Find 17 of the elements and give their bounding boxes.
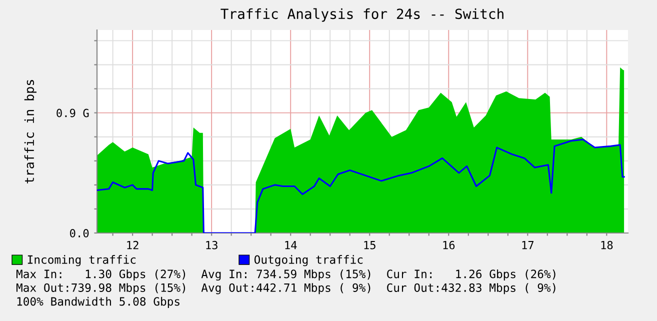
- text: 100% Bandwidth 5.08 Gbps: [17, 296, 180, 308]
- x-tick-label: 12: [127, 240, 138, 250]
- text: Max Out:739.98 Mbps (15%) Avg Out:442.71 Mbps ( 9%) Cur Out:432.83 Mbps ( 9%): [16, 283, 556, 294]
- x-tick-label: 13: [206, 240, 218, 250]
- y-tick-label: 0.0: [70, 229, 89, 238]
- text: Max In: 1.30 Gbps (27%) Avg In: 734.59 Mbps (15%) Cur In: 1.26 Gbps (26%): [16, 269, 556, 281]
- chart-title: Traffic Analysis for 24s -- Switch: [220, 8, 504, 22]
- y-tick-label: 0.9 G: [56, 108, 89, 118]
- legend-label: Outgoing traffic: [254, 255, 363, 266]
- y-axis-title: traffic in bps: [24, 80, 36, 184]
- line-series: [97, 138, 625, 233]
- legend-label: Incoming traffic: [28, 255, 136, 266]
- x-tick-label: 14: [285, 241, 297, 250]
- x-tick-label: 18: [601, 240, 613, 250]
- x-tick-label: 16: [443, 240, 455, 250]
- x-tick-label: 17: [522, 241, 534, 250]
- x-tick-label: 15: [364, 241, 376, 250]
